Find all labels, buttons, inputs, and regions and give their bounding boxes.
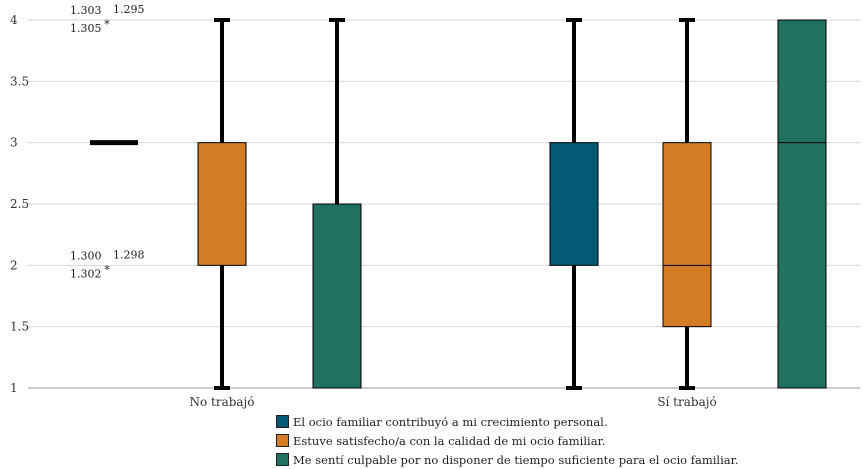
y-tick-label: 1.5 (10, 320, 29, 334)
y-tick-label: 4 (10, 13, 18, 27)
legend-item: El ocio familiar contribuyó a mi crecimi… (276, 412, 739, 431)
y-tick-label: 3.5 (10, 74, 29, 88)
y-tick-label: 3 (10, 136, 18, 150)
legend-item: Me sentí culpable por no disponer de tie… (276, 450, 739, 469)
outlier-label: 1.295 (113, 3, 145, 16)
y-tick-label: 1 (10, 381, 18, 395)
outlier-label: 1.305 (70, 22, 102, 35)
legend-swatch (276, 453, 289, 466)
box (549, 142, 599, 266)
outlier-label: 1.302 (70, 267, 102, 280)
x-category-label: Sí trabajó (657, 395, 716, 409)
y-axis-ticks: 1 1.5 2 2.5 3 3.5 4 (10, 13, 29, 395)
x-axis-categories: No trabajó Sí trabajó (189, 395, 716, 409)
legend-label: Estuve satisfecho/a con la calidad de mi… (293, 433, 606, 448)
box (662, 142, 712, 328)
box (312, 203, 362, 389)
legend-item: Estuve satisfecho/a con la calidad de mi… (276, 431, 739, 450)
outlier-label: 1.300 (70, 249, 102, 262)
legend-swatch (276, 415, 289, 428)
box (197, 142, 247, 266)
boxes (90, 18, 827, 390)
x-category-label: No trabajó (189, 395, 254, 409)
legend-swatch (276, 434, 289, 447)
legend-label: Me sentí culpable por no disponer de tie… (293, 452, 739, 467)
outlier-marker: * (104, 18, 110, 31)
legend: El ocio familiar contribuyó a mi crecimi… (276, 412, 739, 469)
y-tick-label: 2.5 (10, 197, 29, 211)
legend-label: El ocio familiar contribuyó a mi crecimi… (293, 414, 608, 429)
y-tick-label: 2 (10, 258, 18, 272)
outlier-marker: * (104, 263, 110, 276)
outlier-label: 1.303 (70, 4, 102, 17)
outlier-label: 1.298 (113, 248, 145, 261)
grid-lines (28, 19, 860, 389)
box (777, 19, 827, 389)
